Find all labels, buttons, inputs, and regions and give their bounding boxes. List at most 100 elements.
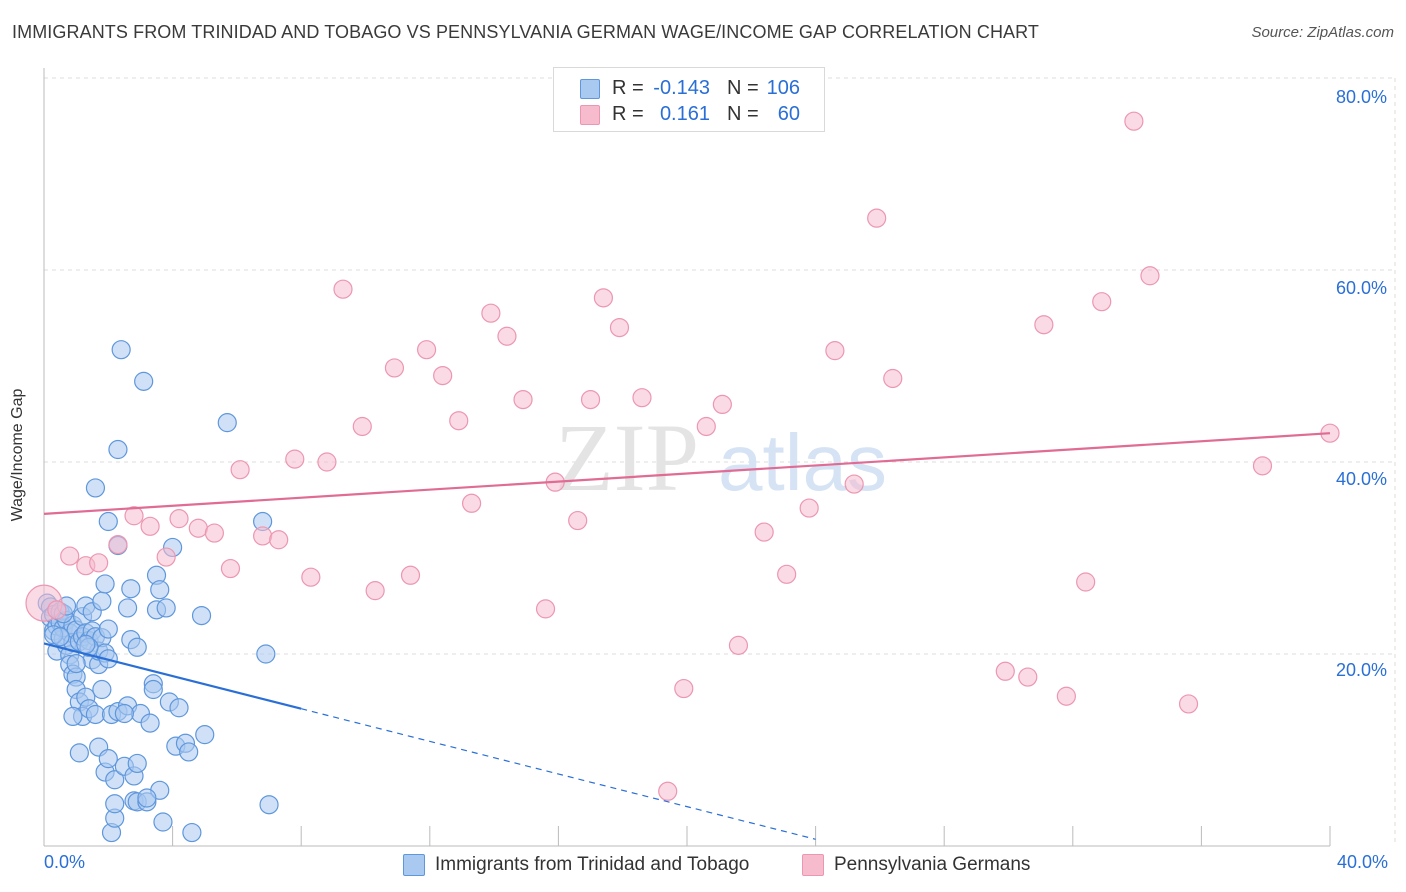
data-point: [105, 770, 125, 790]
trend-line-immigrants-extension: [301, 708, 816, 840]
data-point: [301, 567, 321, 587]
data-point: [696, 416, 716, 437]
data-point: [121, 579, 141, 599]
data-point: [256, 644, 276, 664]
data-point: [844, 474, 864, 494]
data-point: [481, 303, 501, 323]
data-point: [76, 634, 96, 655]
data-point: [259, 795, 279, 815]
data-point: [98, 511, 118, 532]
data-point: [98, 619, 118, 639]
stats-swatch-blue: [580, 79, 600, 99]
stats-row-pink: R = 0.161 N = 60: [554, 101, 824, 127]
data-point: [593, 288, 614, 308]
data-point: [433, 366, 453, 386]
data-point: [50, 627, 70, 647]
data-point: [150, 580, 170, 600]
data-point: [92, 679, 112, 700]
data-point: [535, 599, 556, 619]
data-point: [352, 416, 372, 437]
legend-item-immigrants[interactable]: Immigrants from Trinidad and Tobago: [403, 852, 749, 878]
data-point: [317, 452, 337, 472]
data-point: [98, 749, 118, 769]
data-point: [114, 703, 134, 724]
data-point: [384, 358, 405, 378]
data-point: [188, 518, 208, 538]
data-point: [92, 591, 112, 611]
stats-r-value: -0.143: [653, 76, 710, 99]
data-point: [169, 698, 189, 718]
data-point: [883, 368, 903, 389]
data-point: [124, 506, 144, 526]
data-point: [217, 413, 237, 433]
source-label: Source: ZipAtlas.com: [1251, 24, 1394, 41]
data-point: [85, 478, 106, 498]
data-point: [513, 390, 533, 410]
data-point: [1092, 292, 1112, 312]
y-tick-label-60: 60.0%: [1336, 278, 1388, 298]
data-point: [108, 534, 128, 555]
data-point: [995, 661, 1015, 681]
y-tick-label-40: 40.0%: [1336, 469, 1388, 489]
data-point: [111, 340, 131, 360]
data-point: [728, 635, 749, 655]
data-point: [105, 794, 125, 814]
data-point: [674, 678, 694, 699]
data-point: [195, 725, 215, 745]
data-point: [66, 653, 86, 674]
data-point: [63, 706, 83, 727]
data-point: [754, 522, 774, 542]
data-point: [182, 822, 202, 843]
data-point: [127, 637, 147, 657]
watermark-zip: ZIP: [555, 404, 699, 511]
data-point: [127, 753, 147, 774]
data-point: [609, 318, 630, 338]
data-point: [253, 526, 273, 546]
stats-r-label: R =: [612, 76, 644, 99]
legend-swatch-blue: [403, 854, 425, 876]
stats-n-label: N =: [727, 102, 759, 125]
data-point: [191, 605, 212, 626]
data-point: [632, 388, 652, 408]
data-point: [580, 390, 601, 410]
data-point: [1178, 694, 1199, 714]
data-point: [867, 208, 887, 228]
stats-n-value: 60: [777, 102, 800, 125]
data-point: [461, 493, 482, 513]
data-point: [1252, 456, 1273, 476]
legend-item-pennsylvania-germans[interactable]: Pennsylvania Germans: [802, 852, 1030, 878]
legend-label: Pennsylvania Germans: [834, 854, 1031, 875]
stats-swatch-pink: [580, 105, 600, 125]
data-point: [85, 704, 106, 725]
data-point: [1034, 315, 1054, 335]
data-point: [69, 743, 89, 763]
x-tick-label-max: 40.0%: [1337, 852, 1389, 872]
data-point: [285, 449, 305, 469]
data-point: [179, 742, 199, 762]
stats-row-blue: R = -0.143 N = 106: [554, 75, 824, 101]
y-tick-label-80: 80.0%: [1336, 87, 1388, 107]
data-point: [1124, 111, 1144, 131]
y-axis-label: Wage/Income Gap: [9, 388, 26, 522]
data-point: [333, 279, 353, 299]
legend-swatch-pink: [802, 854, 824, 876]
data-point: [1018, 667, 1038, 687]
data-point: [134, 371, 154, 391]
data-point: [95, 574, 115, 594]
data-point: [156, 598, 176, 618]
data-point: [220, 558, 241, 579]
series-immigrants-trinidad-tobago: [37, 340, 279, 843]
data-point: [117, 598, 138, 618]
data-point: [140, 713, 160, 733]
stats-r-label: R =: [612, 102, 644, 125]
data-point: [60, 546, 80, 566]
data-point: [169, 509, 189, 529]
stats-n-label: N =: [727, 76, 759, 99]
data-point: [137, 788, 157, 808]
data-point: [153, 812, 173, 832]
data-point: [712, 394, 732, 414]
data-point: [1140, 266, 1160, 286]
data-point: [568, 510, 588, 531]
data-point: [269, 530, 289, 550]
